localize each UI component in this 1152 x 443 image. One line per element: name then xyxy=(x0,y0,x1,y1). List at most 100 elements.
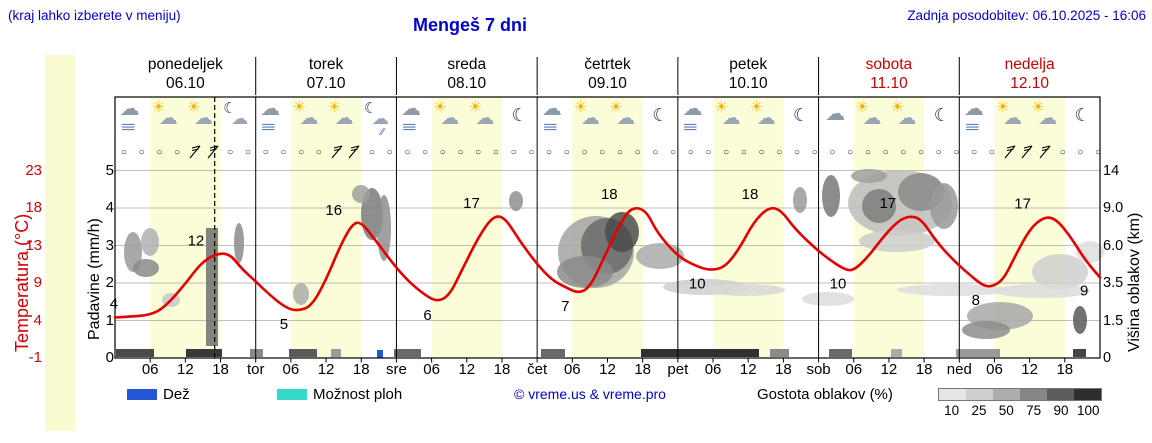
wind-calm-icon: ○ xyxy=(386,147,393,158)
day-header-sobota: sobota 11.10 xyxy=(819,55,960,95)
wind-calm-icon: ○ xyxy=(1077,147,1084,158)
x-axis-day-label: tor xyxy=(246,361,265,378)
cloud-height-tick: 0 xyxy=(1103,350,1112,366)
fog-cloud-icon: ☁ ≡ xyxy=(119,98,140,136)
day-header-petek: petek 10.10 xyxy=(678,55,819,95)
x-axis-hour-label: 12 xyxy=(599,361,616,378)
cloud-density-label: Gostota oblakov (%) xyxy=(757,386,893,403)
density-tick-label: 25 xyxy=(971,403,987,418)
svg-text:8: 8 xyxy=(972,292,980,309)
wind-calm-icon: ○ xyxy=(280,147,287,158)
legend-rain-label: Dež xyxy=(163,386,190,403)
day-date: 09.10 xyxy=(588,75,627,92)
cloud-icon: ☁ xyxy=(825,103,846,125)
wind-calm-icon: ○ xyxy=(510,147,517,158)
wind-calm-icon: ○ xyxy=(439,147,446,158)
day-name: torek xyxy=(308,56,344,73)
wind-calm-icon: ○ xyxy=(988,147,995,158)
x-axis-hour-label: 12 xyxy=(1021,361,1038,378)
wind-barb-icon xyxy=(205,144,221,165)
sun-cloud-icon: ☀ ☁ xyxy=(433,99,460,129)
wind-calm-icon: ○ xyxy=(723,147,730,158)
x-axis-day-label: sre xyxy=(386,361,407,378)
wind-calm-icon: ○ xyxy=(138,147,145,158)
wind-calm-icon: ○ xyxy=(652,147,659,158)
wind-calm-icon: ○ xyxy=(492,147,499,158)
wind-calm-icon: ○ xyxy=(581,147,588,158)
day-date: 11.10 xyxy=(870,75,908,92)
density-swatch xyxy=(1074,389,1101,400)
wind-calm-icon: ○ xyxy=(156,147,163,158)
day-date: 06.10 xyxy=(165,75,205,92)
wind-calm-icon: ○ xyxy=(740,147,747,158)
temp-tick: 18 xyxy=(25,199,42,216)
x-axis-hour-label: 06 xyxy=(704,361,722,378)
x-axis-hour-label: 18 xyxy=(775,361,792,378)
wind-calm-icon: ○ xyxy=(935,147,942,158)
density-swatch xyxy=(993,389,1020,400)
page-title: Mengeš 7 dni xyxy=(412,15,528,35)
wind-calm-icon: ○ xyxy=(457,147,464,158)
svg-text:17: 17 xyxy=(1014,196,1031,213)
x-axis-hour-label: 18 xyxy=(212,361,229,378)
wind-calm-icon: ○ xyxy=(298,147,305,158)
sun-cloud-icon: ☀ ☁ xyxy=(573,99,600,129)
svg-text:5: 5 xyxy=(280,316,288,333)
temp-tick: 4 xyxy=(33,311,42,329)
wind-calm-icon: ○ xyxy=(687,147,694,158)
wind-calm-icon: ○ xyxy=(227,147,234,158)
cloud-height-tick: 1.5 xyxy=(1103,312,1124,329)
x-axis-day-label: čet xyxy=(527,361,548,378)
sun-cloud-icon: ☀ ☁ xyxy=(749,99,776,129)
x-axis-day-label: sob xyxy=(806,361,831,378)
precip-tick: 4 xyxy=(105,199,114,216)
wind-barb-icon xyxy=(1002,144,1018,165)
moon-icon: ☾ xyxy=(652,105,669,125)
wind-calm-icon: ○ xyxy=(882,147,889,158)
svg-text:9: 9 xyxy=(1080,283,1088,300)
moon-icon: ☾ xyxy=(933,105,950,125)
wind-calm-icon: ○ xyxy=(1095,147,1102,158)
wind-calm-icon: ○ xyxy=(368,147,375,158)
sun-cloud-icon: ☀ ☁ xyxy=(890,99,917,129)
x-axis-hour-label: 18 xyxy=(915,361,933,378)
sun-cloud-icon: ☀ ☁ xyxy=(327,99,354,129)
x-axis-hour-label: 12 xyxy=(458,361,476,378)
svg-text:18: 18 xyxy=(601,186,618,203)
wind-calm-icon: ○ xyxy=(616,147,623,158)
day-date: 08.10 xyxy=(447,75,487,92)
sun-cloud-icon: ☀ ☁ xyxy=(855,99,882,129)
fog-cloud-icon: ☁ ≡ xyxy=(401,98,422,136)
wind-calm-icon: ○ xyxy=(563,147,570,158)
copyright-link[interactable]: © vreme.us & vreme.pro xyxy=(514,386,666,402)
wind-calm-icon: ○ xyxy=(971,147,978,158)
svg-text:7: 7 xyxy=(561,298,569,315)
cloud-height-tick: 9.0 xyxy=(1103,200,1124,216)
day-header-ponedeljek: ponedeljek 06.10 xyxy=(115,55,256,95)
day-name: sreda xyxy=(447,56,487,73)
x-axis-hour-label: 06 xyxy=(141,361,159,378)
sun-cloud-icon: ☀ ☁ xyxy=(468,99,495,129)
x-axis-hour-label: 18 xyxy=(352,361,370,378)
x-axis-hour-label: 06 xyxy=(423,361,440,378)
x-axis-hour-label: 06 xyxy=(986,361,1003,378)
fog-cloud-icon: ☁ ≡ xyxy=(963,98,984,136)
density-swatch xyxy=(1047,389,1074,400)
precip-tick: 3 xyxy=(105,236,114,254)
temp-tick: 23 xyxy=(25,161,42,179)
day-name: četrtek xyxy=(584,56,631,73)
x-axis-hour-label: 12 xyxy=(177,361,194,378)
low-cloud-bars xyxy=(116,349,1086,358)
density-swatch xyxy=(1020,389,1047,400)
sun-cloud-icon: ☀ ☁ xyxy=(1031,99,1058,129)
wind-calm-icon: ○ xyxy=(705,147,712,158)
moon-showers-icon: ☾ ☁ ∕∕ xyxy=(363,100,389,138)
day-header-sreda: sreda 08.10 xyxy=(396,55,537,95)
x-axis-hour-label: 18 xyxy=(493,361,511,378)
sun-cloud-icon: ☀ ☁ xyxy=(186,99,213,129)
temperature-value-labels: 4 12 5 16 6 17 7 18 10 18 10 17 8 17 9 xyxy=(110,186,1089,333)
update-timestamp: Zadnja posodobitev: 06.10.2025 - 16:06 xyxy=(907,8,1146,23)
wind-calm-icon: ○ xyxy=(669,147,677,158)
density-swatch xyxy=(939,389,966,400)
wind-barb-icon xyxy=(187,144,203,165)
